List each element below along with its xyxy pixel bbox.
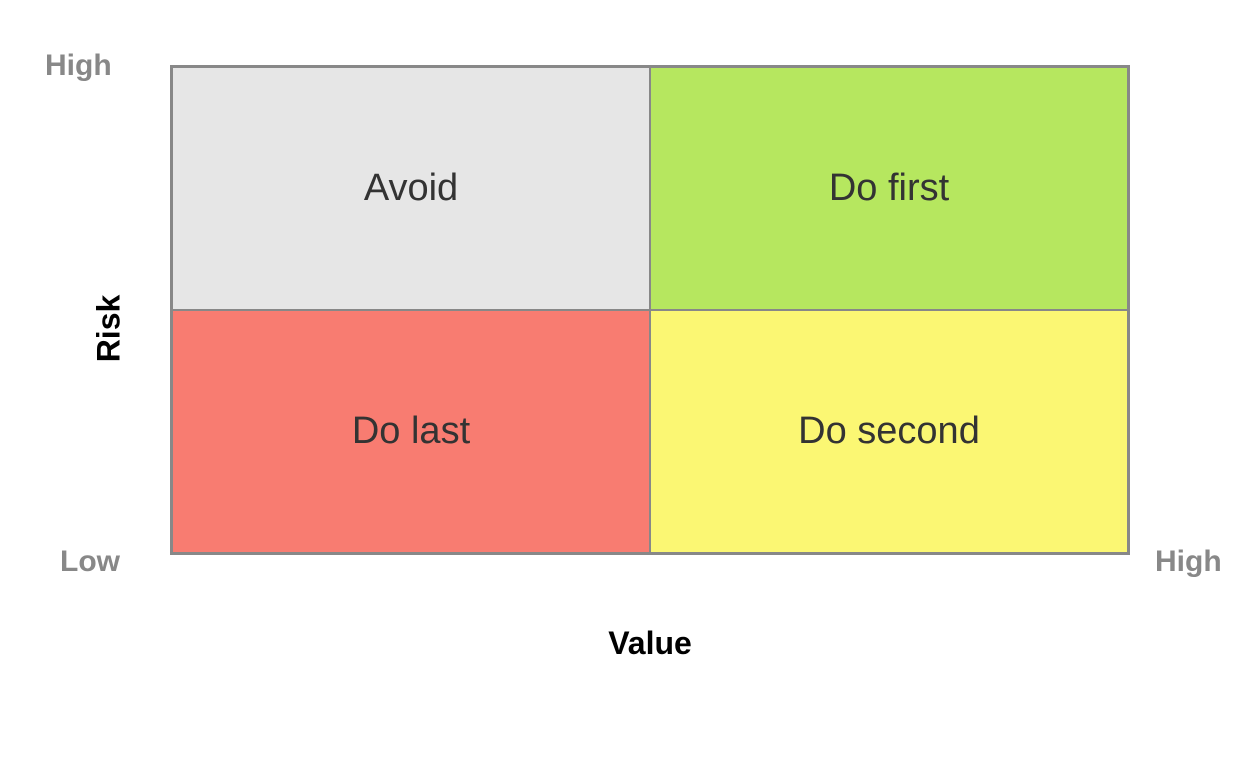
quadrant-label: Avoid <box>364 167 458 210</box>
y-axis-high-label: High <box>45 49 112 83</box>
quadrant-label: Do second <box>798 410 980 453</box>
quadrant-top-left: Avoid <box>172 67 650 310</box>
quadrant-top-right: Do first <box>650 67 1128 310</box>
quadrant-bottom-right: Do second <box>650 310 1128 553</box>
matrix-grid: Avoid Do first Do last Do second <box>170 65 1130 555</box>
quadrant-label: Do last <box>352 410 470 453</box>
quadrant-label: Do first <box>829 167 949 210</box>
x-axis-high-label: High <box>1155 545 1222 579</box>
risk-value-matrix: Avoid Do first Do last Do second Risk Va… <box>170 65 1130 605</box>
x-axis-label: Value <box>170 625 1130 662</box>
y-axis-low-label: Low <box>60 545 120 579</box>
quadrant-bottom-left: Do last <box>172 310 650 553</box>
y-axis-label: Risk <box>90 295 127 363</box>
